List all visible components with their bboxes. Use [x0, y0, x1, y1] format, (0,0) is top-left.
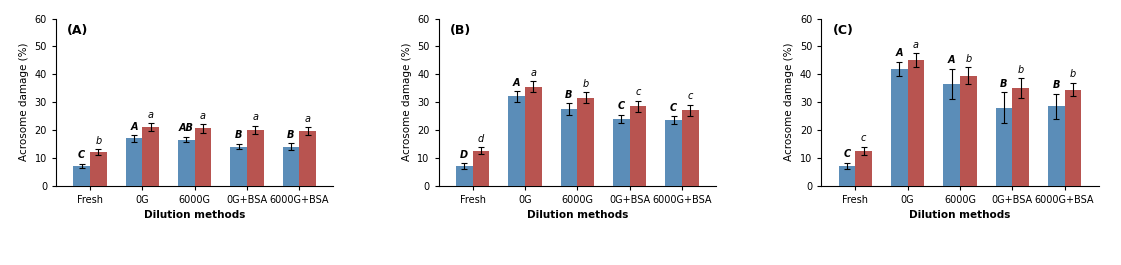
Text: A: A: [948, 55, 955, 65]
Text: B: B: [1053, 80, 1059, 90]
Text: c: c: [636, 87, 641, 97]
Bar: [665, 120, 682, 186]
Bar: [577, 98, 594, 186]
Text: b: b: [1018, 65, 1023, 75]
X-axis label: Dilution methods: Dilution methods: [527, 210, 628, 220]
Text: C: C: [843, 149, 851, 159]
Bar: [613, 119, 630, 186]
Y-axis label: Acrosome damage (%): Acrosome damage (%): [785, 43, 795, 161]
Text: B: B: [1000, 79, 1008, 89]
Text: (A): (A): [67, 24, 89, 37]
Y-axis label: Acrosome damage (%): Acrosome damage (%): [401, 43, 411, 161]
Text: c: c: [861, 133, 867, 143]
Bar: [282, 147, 299, 186]
Text: b: b: [95, 136, 102, 146]
Text: a: a: [305, 114, 311, 124]
Bar: [560, 109, 577, 186]
Bar: [943, 84, 960, 186]
Bar: [247, 130, 263, 186]
Bar: [1048, 106, 1065, 186]
Bar: [682, 110, 698, 186]
Text: C: C: [618, 101, 624, 111]
Bar: [299, 131, 316, 186]
Text: AB: AB: [179, 123, 194, 134]
Bar: [178, 140, 195, 186]
Bar: [839, 166, 855, 185]
Text: (C): (C): [833, 24, 853, 37]
Text: a: a: [252, 112, 258, 122]
Bar: [473, 151, 490, 186]
Bar: [1065, 90, 1082, 186]
Bar: [891, 69, 908, 186]
Text: A: A: [130, 122, 138, 131]
Bar: [230, 147, 247, 186]
Bar: [195, 129, 212, 186]
Text: a: a: [148, 109, 154, 120]
Text: d: d: [478, 134, 484, 144]
Text: D: D: [461, 150, 469, 160]
Text: C: C: [670, 103, 677, 113]
Text: a: a: [912, 40, 919, 50]
Bar: [855, 151, 872, 186]
Y-axis label: Acrosome damage (%): Acrosome damage (%): [19, 43, 29, 161]
Bar: [508, 96, 525, 186]
Text: a: a: [530, 68, 536, 78]
Text: b: b: [1069, 69, 1076, 79]
Bar: [73, 166, 90, 185]
Text: c: c: [687, 91, 693, 101]
X-axis label: Dilution methods: Dilution methods: [143, 210, 245, 220]
Text: b: b: [583, 79, 589, 89]
Bar: [126, 138, 142, 186]
Text: A: A: [513, 78, 520, 87]
Bar: [90, 152, 106, 186]
Text: B: B: [565, 90, 573, 100]
Bar: [525, 87, 541, 186]
Text: B: B: [235, 130, 242, 140]
Text: (B): (B): [450, 24, 471, 37]
Text: b: b: [965, 54, 972, 64]
Bar: [1012, 88, 1029, 186]
X-axis label: Dilution methods: Dilution methods: [909, 210, 1011, 220]
Text: C: C: [78, 151, 85, 161]
Bar: [142, 127, 159, 185]
Bar: [908, 60, 925, 186]
Text: A: A: [896, 48, 904, 58]
Bar: [456, 166, 473, 185]
Text: a: a: [200, 111, 206, 121]
Bar: [960, 76, 976, 186]
Bar: [630, 106, 647, 186]
Text: B: B: [287, 130, 295, 140]
Bar: [995, 108, 1012, 186]
